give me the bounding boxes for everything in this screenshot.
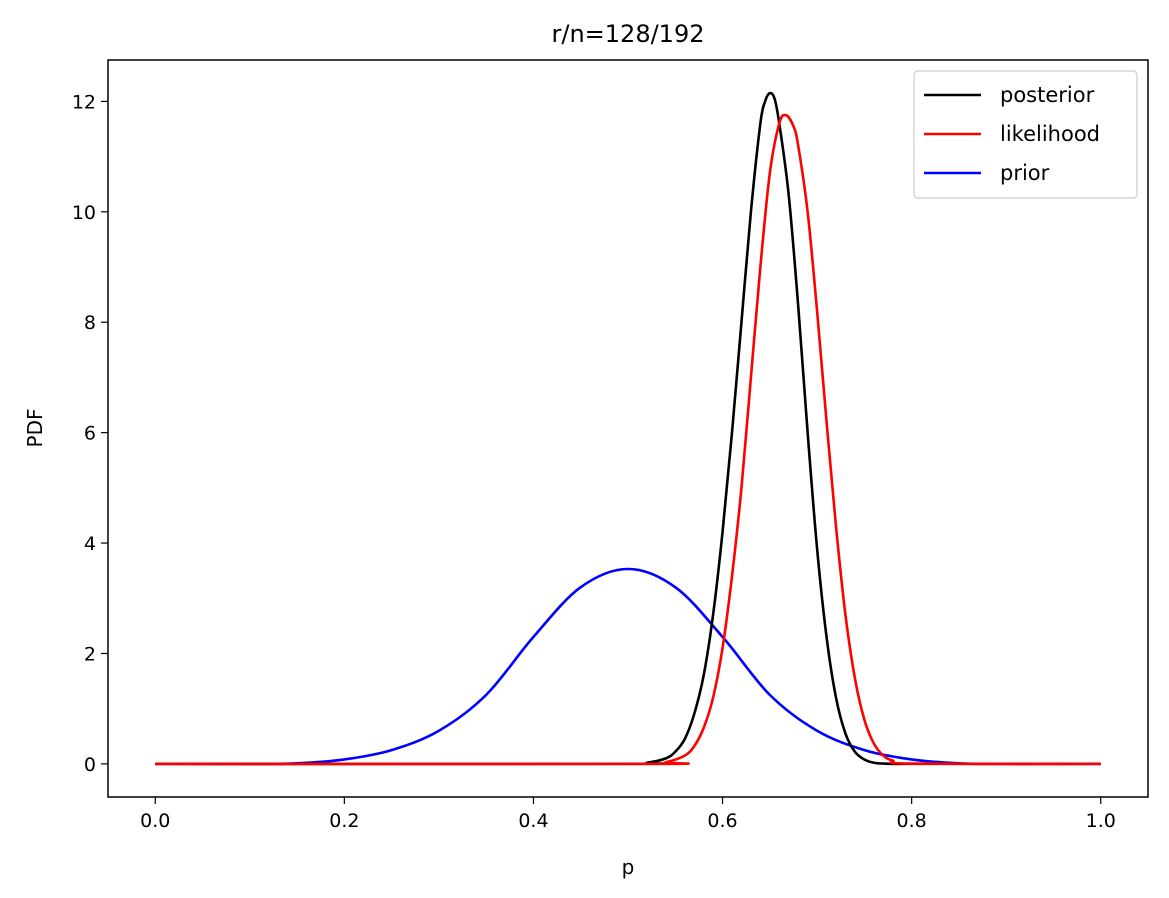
y-tick-label: 12: [72, 91, 96, 113]
x-tick-label: 0.0: [140, 810, 170, 832]
y-tick-label: 4: [84, 533, 96, 555]
series-line-likelihood: [155, 113, 1101, 766]
y-tick-label: 0: [84, 754, 96, 776]
x-tick-label: 0.6: [707, 810, 737, 832]
legend-label-prior: prior: [1000, 161, 1050, 185]
series-line-prior: [155, 567, 1101, 766]
x-tick-label: 1.0: [1086, 810, 1116, 832]
y-tick-label: 10: [72, 202, 96, 224]
legend-label-posterior: posterior: [1000, 83, 1095, 107]
x-tick-label: 0.4: [518, 810, 548, 832]
legend-label-likelihood: likelihood: [1000, 122, 1100, 146]
y-tick-label: 2: [84, 643, 96, 665]
legend: posterior likelihood prior: [913, 70, 1138, 199]
plot-frame: [107, 59, 1149, 798]
x-tick-label: 0.8: [897, 810, 927, 832]
legend-box: [913, 70, 1138, 199]
y-tick-label: 6: [84, 423, 96, 445]
plot-lines: [155, 91, 1101, 766]
x-axis-label: p: [622, 855, 635, 879]
y-axis-label: PDF: [23, 409, 47, 448]
y-tick-label: 8: [84, 312, 96, 334]
x-tick-label: 0.2: [329, 810, 359, 832]
chart-title: r/n=128/192: [552, 20, 705, 48]
axis-ticks: 0.0 0.2 0.4 0.6 0.8 1.0 0 2 4 6 8 10 12: [72, 91, 1116, 832]
series-line-posterior: [155, 91, 1101, 766]
